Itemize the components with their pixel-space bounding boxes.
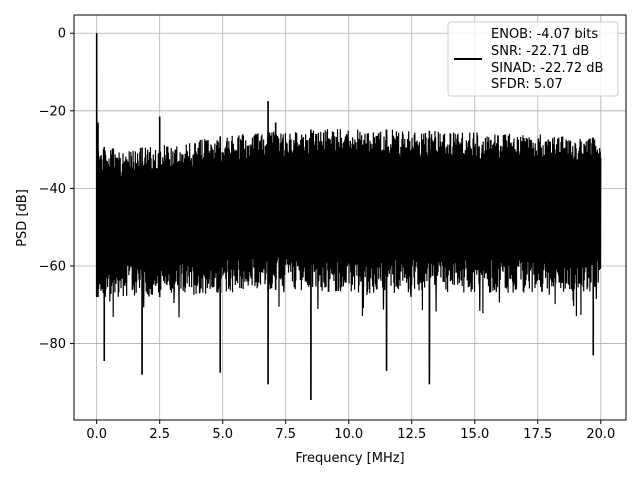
plot-area-frame <box>73 14 627 421</box>
x-tick-label: 7.5 <box>275 427 296 442</box>
y-axis-label: PSD [dB] <box>15 189 30 247</box>
psd-series-line <box>96 33 602 400</box>
x-axis-label: Frequency [MHz] <box>295 451 404 466</box>
legend-entry-enob: ENOB: -4.07 bits <box>491 27 598 42</box>
legend-entry-snr: SNR: -22.71 dB <box>491 44 589 59</box>
x-tick-label: 5.0 <box>212 427 233 442</box>
y-tick-label: −20 <box>39 104 66 119</box>
legend: ENOB: -4.07 bits SNR: -22.71 dB SINAD: -… <box>447 21 619 97</box>
tick-layer: 0.0 2.5 5.0 7.5 10.0 12.5 15.0 17.5 20.0 0 −20 −40 −… <box>39 27 616 442</box>
y-tick-label: −40 <box>39 182 66 197</box>
x-tick-label: 15.0 <box>460 427 489 442</box>
plot-layer <box>95 33 602 400</box>
y-tick-label: 0 <box>58 27 66 42</box>
legend-box <box>447 21 619 97</box>
y-tick-label: −60 <box>39 259 66 274</box>
legend-entry-sinad: SINAD: -22.72 dB <box>491 61 603 76</box>
y-tick-label: −80 <box>39 337 66 352</box>
x-tick-label: 0.0 <box>86 427 107 442</box>
legend-entry-sfdr: SFDR: 5.07 <box>491 77 563 92</box>
x-tick-label: 12.5 <box>397 427 426 442</box>
x-tick-label: 20.0 <box>586 427 615 442</box>
x-tick-label: 2.5 <box>149 427 170 442</box>
x-tick-label: 10.0 <box>334 427 363 442</box>
x-tick-label: 17.5 <box>523 427 552 442</box>
